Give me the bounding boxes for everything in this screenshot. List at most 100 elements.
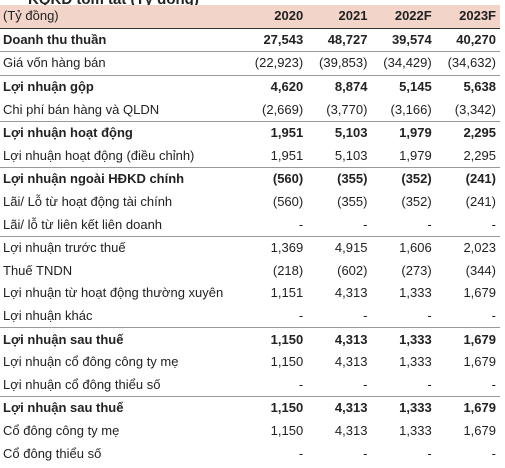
row-value: -	[298, 376, 304, 392]
row-value: -	[491, 445, 496, 461]
row-value: -	[363, 445, 368, 461]
row-value: 27,543	[263, 31, 304, 47]
row-value: 1,150	[242, 396, 308, 420]
row-value: 40,270	[456, 31, 496, 47]
row-label: Doanh thu thuần	[3, 31, 107, 47]
row-value: -	[363, 308, 368, 324]
row-label: Lãi/ lỗ từ liên kết liên doanh	[3, 216, 163, 232]
row-value: 1,679	[435, 327, 500, 351]
row-value: 5,103	[334, 147, 368, 163]
row-value: -	[491, 376, 496, 392]
row-value: 1,333	[399, 354, 432, 370]
row-value: -	[298, 308, 304, 324]
table-row: Lãi/ Lỗ từ hoạt động tài chính (560) (355)…	[0, 191, 500, 214]
table-row: Lợi nhuận ngoài HĐKD chính (560) (355) (352…	[0, 167, 500, 191]
row-label: Chi phí bán hàng và QLDN	[3, 101, 160, 117]
row-label: Lợi nhuận gộp	[0, 74, 243, 99]
row-label: Thuế TNDN	[3, 262, 73, 278]
row-value: (22,923)	[242, 51, 308, 76]
row-value: 39,574	[391, 31, 432, 47]
row-value: 4,620	[242, 74, 308, 99]
table-row: Lợi nhuận sau thuế 1,150 4,313 1,333 1,679	[0, 396, 500, 420]
row-value: (352)	[371, 167, 436, 191]
row-value: -	[427, 216, 432, 232]
row-value: (560)	[272, 194, 304, 210]
table-row: Lợi nhuận sau thuế 1,150 4,313 1,333 1,679	[0, 327, 500, 351]
table-header-row: (Tỷ đồng) 2020 2021 2022F 2023F	[0, 5, 500, 29]
row-label: Lợi nhuận khác	[3, 308, 93, 324]
table-row: Giá vốn hàng bán (22,923) (39,853) (34,429)…	[0, 51, 500, 76]
row-value: 1,369	[242, 235, 308, 260]
row-value: (241)	[465, 194, 496, 210]
year-header: 2021	[307, 5, 372, 29]
row-value: 1,150	[270, 422, 304, 438]
row-value: 5,145	[371, 74, 436, 99]
row-value: 4,313	[334, 422, 368, 438]
row-value: -	[298, 445, 304, 461]
table-row: Lợi nhuận hoạt động 1,951 5,103 1,979 2,295	[0, 120, 500, 145]
row-value: (218)	[272, 262, 304, 278]
table-row: Chi phí bán hàng và QLDN (2,669) (3,770) (3…	[0, 98, 500, 121]
row-value: 2,295	[435, 120, 500, 145]
row-value: 48,727	[327, 31, 368, 47]
table-row: Doanh thu thuần 27,543 48,727 39,574 40,270	[0, 28, 500, 52]
row-value: 4,313	[334, 285, 368, 301]
table-row: Lợi nhuận gộp 4,620 8,874 5,145 5,638	[0, 74, 500, 99]
row-value: -	[298, 216, 304, 232]
row-value: (34,632)	[435, 51, 500, 76]
row-value: 1,951	[270, 147, 304, 163]
row-value: (355)	[307, 167, 372, 191]
row-label: Lợi nhuận ngoài HĐKD chính	[0, 167, 243, 191]
table-row: Cổ đông công ty mẹ 1,150 4,313 1,333 1,679	[0, 420, 500, 443]
clipped-title-fragment: KQKD tóm tắt (Tỷ đồng)	[0, 0, 505, 5]
row-value: (352)	[401, 194, 432, 210]
table-row: Lợi nhuận từ hoạt động thường xuyên 1,151…	[0, 282, 500, 305]
year-header: 2020	[242, 5, 308, 29]
row-value: (39,853)	[307, 51, 372, 76]
row-value: (560)	[242, 167, 308, 191]
row-value: (344)	[465, 262, 496, 278]
row-value: 2,023	[435, 235, 500, 260]
row-value: 1,679	[435, 396, 500, 420]
table-row: Lãi/ lỗ từ liên kết liên doanh - - - -	[0, 213, 500, 236]
row-value: -	[491, 216, 496, 232]
row-value: 1,979	[399, 147, 432, 163]
row-value: 1,151	[270, 285, 304, 301]
row-label: Lợi nhuận hoạt động (điều chỉnh)	[3, 147, 195, 163]
row-value: 5,638	[435, 74, 500, 99]
row-label: Lãi/ Lỗ từ hoạt động tài chính	[3, 194, 173, 210]
row-label: Cổ đông thiểu số	[3, 445, 102, 461]
row-value: (602)	[337, 262, 368, 278]
table-row: Lợi nhuận trước thuế 1,369 4,915 1,606 2,023	[0, 235, 500, 260]
row-value: 1,606	[371, 235, 436, 260]
table-body: Doanh thu thuần 27,543 48,727 39,574 40,270 G…	[0, 28, 500, 465]
unit-label: (Tỷ đồng)	[0, 5, 243, 29]
row-value: (34,429)	[371, 51, 436, 76]
row-value: 1,679	[463, 354, 496, 370]
row-label: Lợi nhuận trước thuế	[0, 235, 243, 260]
row-value: -	[363, 376, 368, 392]
row-value: (3,342)	[454, 101, 496, 117]
row-value: 2,295	[463, 147, 496, 163]
row-label: Lợi nhuận cổ đông công ty mẹ	[3, 354, 179, 370]
row-value: 1,333	[371, 327, 436, 351]
table-row: Cổ đông thiểu số - - - -	[0, 442, 500, 465]
row-value: (355)	[337, 194, 368, 210]
row-value: (2,669)	[262, 101, 304, 117]
row-value: 1,333	[371, 396, 436, 420]
table-row: Lợi nhuận cổ đông công ty mẹ 1,150 4,313 1,…	[0, 351, 500, 374]
row-value: 1,951	[242, 120, 308, 145]
row-label: Lợi nhuận sau thuế	[0, 327, 243, 351]
table-row: Lợi nhuận cổ đông thiểu số - - - -	[0, 374, 500, 397]
row-value: (241)	[435, 167, 500, 191]
row-value: 1,333	[399, 422, 432, 438]
row-label: Lợi nhuận cổ đông thiểu số	[3, 376, 161, 392]
year-header: 2023F	[435, 5, 500, 29]
row-value: (3,166)	[390, 101, 432, 117]
row-value: 1,679	[463, 285, 496, 301]
row-value: 5,103	[307, 120, 372, 145]
row-label: Lợi nhuận hoạt động	[0, 120, 243, 145]
row-value: 4,313	[334, 354, 368, 370]
row-value: 1,333	[399, 285, 432, 301]
row-value: 1,150	[242, 327, 308, 351]
